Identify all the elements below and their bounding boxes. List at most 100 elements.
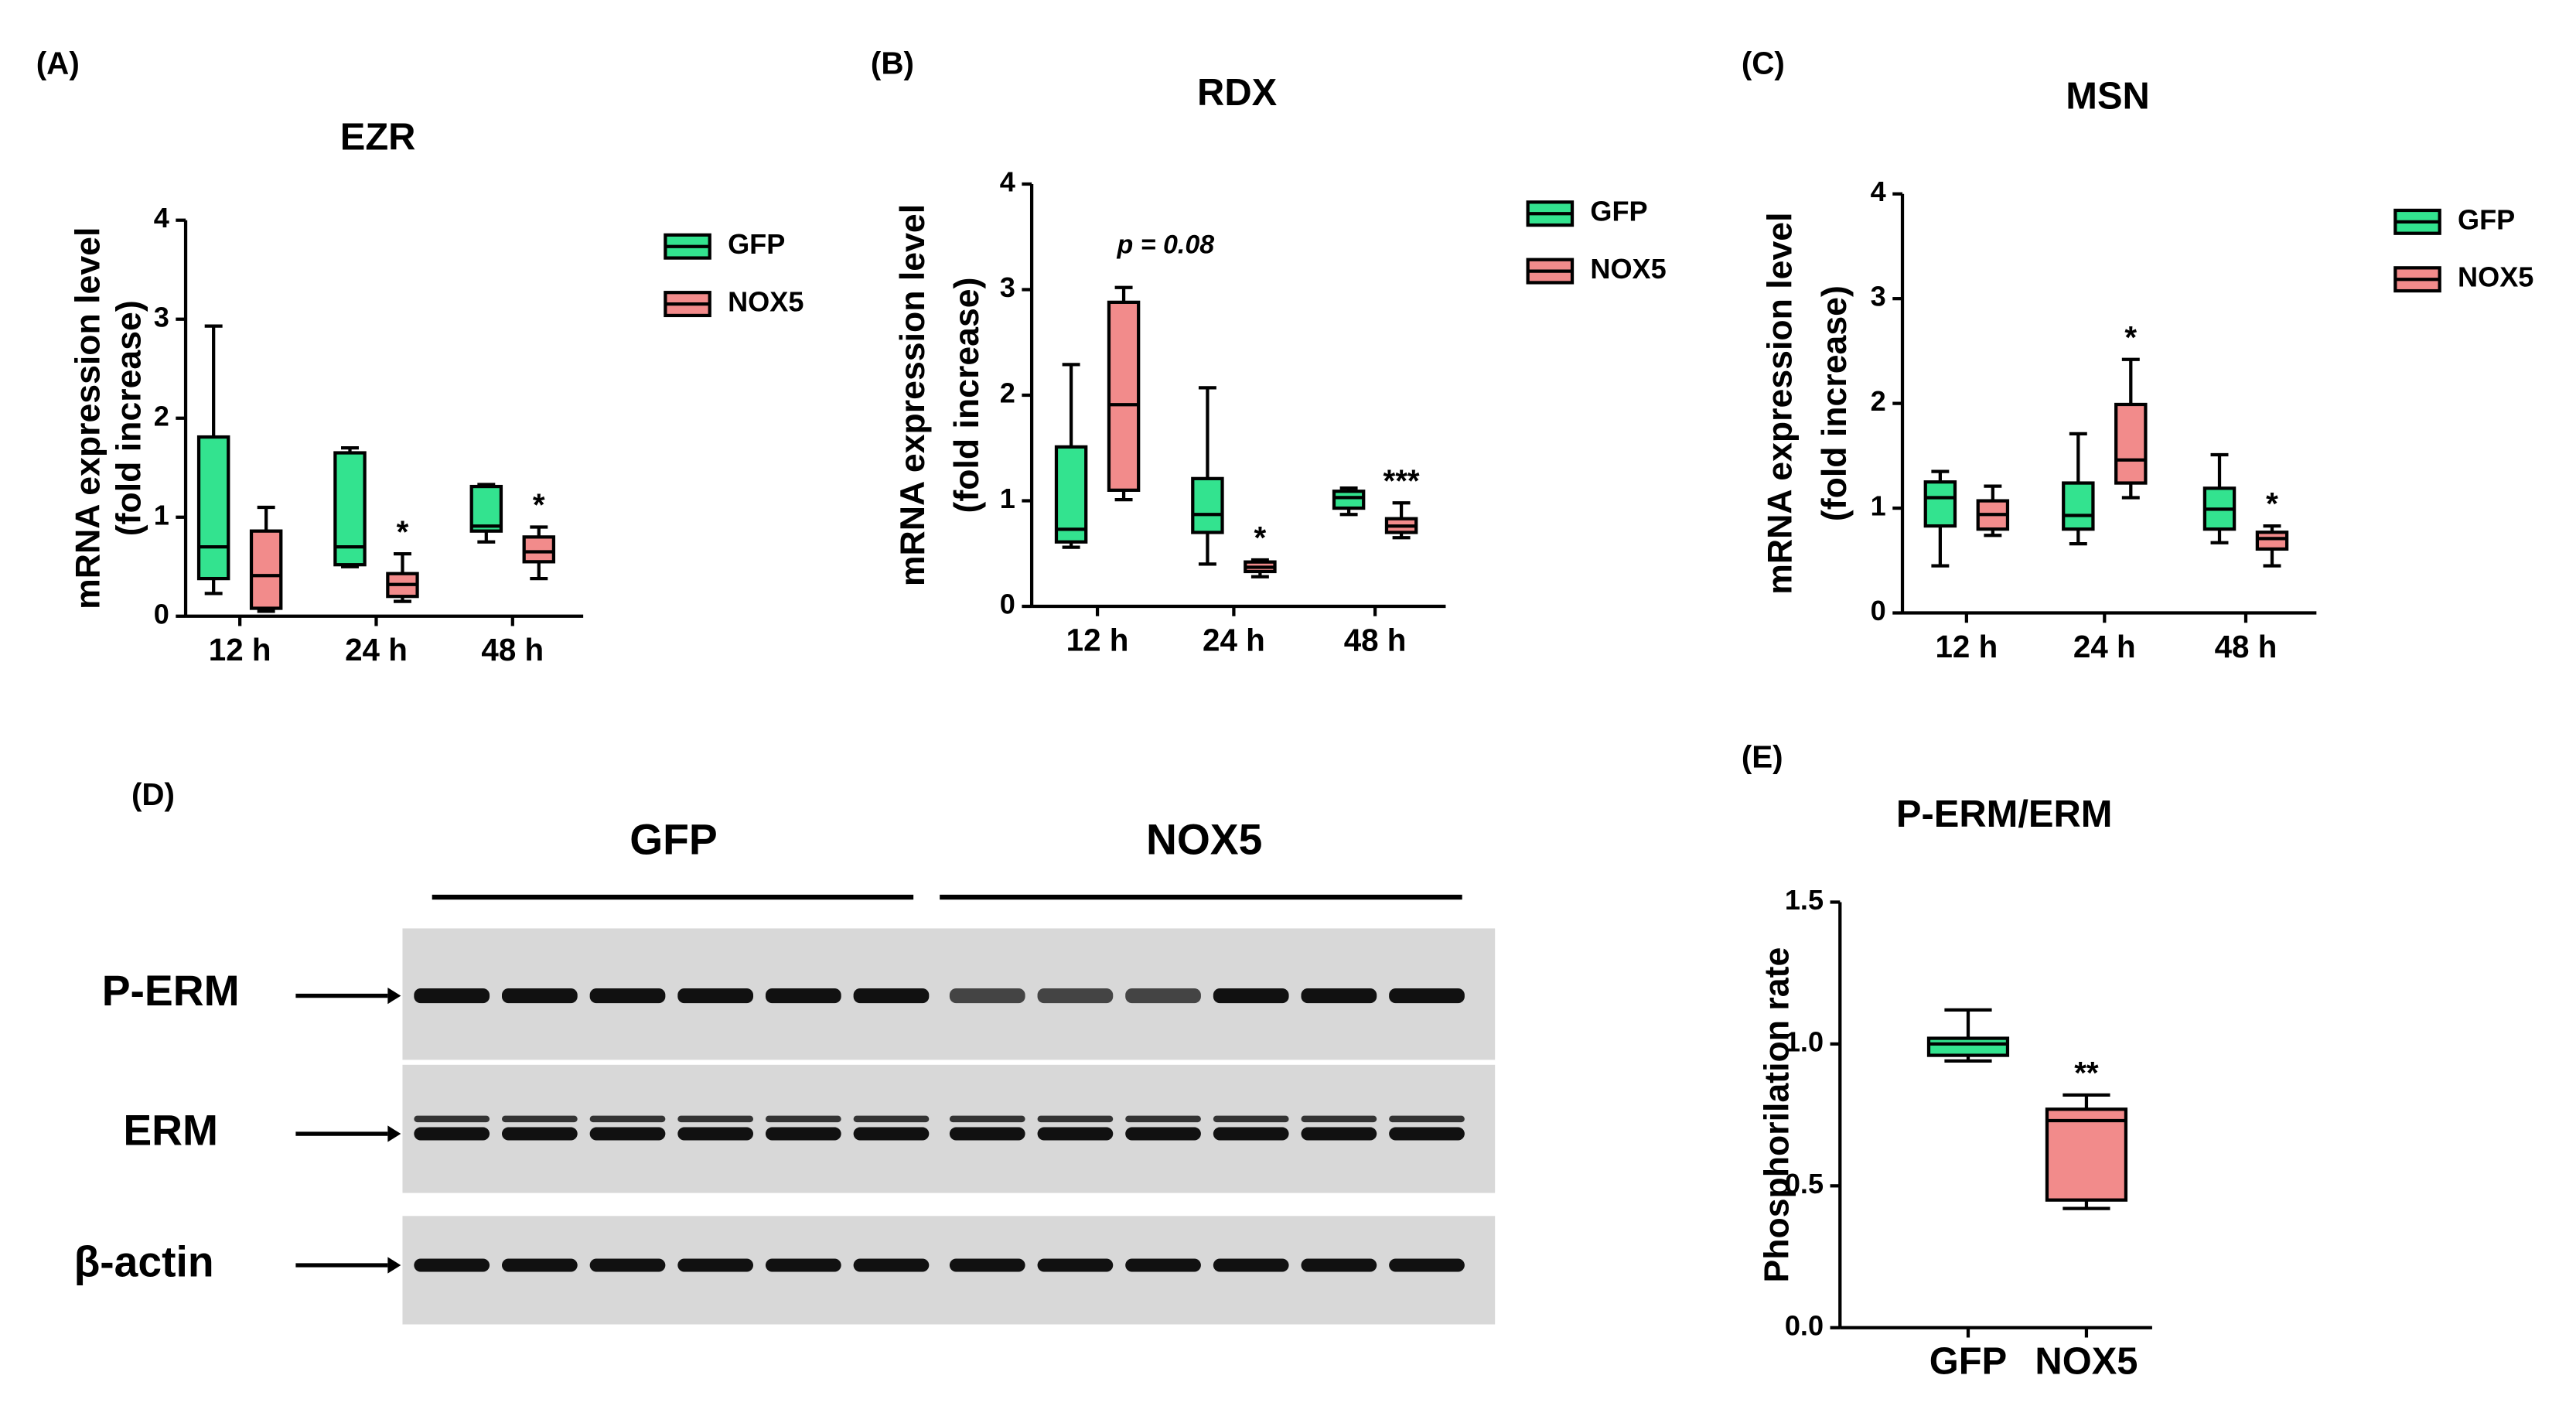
blot-band bbox=[501, 1258, 578, 1272]
x-tick-label: NOX5 bbox=[2035, 1340, 2138, 1382]
blot-band bbox=[1213, 1258, 1289, 1272]
significance: * bbox=[397, 514, 409, 549]
chart-title: EZR bbox=[340, 117, 416, 159]
x-tick-label: 24 h bbox=[2073, 629, 2136, 664]
x-tick-label: 12 h bbox=[1066, 622, 1129, 657]
blot-band bbox=[1037, 988, 1114, 1004]
box bbox=[196, 435, 230, 581]
lower-whisker bbox=[2121, 483, 2140, 500]
chart-title: P-ERM/ERM bbox=[1896, 793, 2113, 835]
y-tick-label: 2 bbox=[1871, 385, 1886, 417]
blot-band bbox=[1037, 1127, 1114, 1141]
panel-label: (A) bbox=[36, 46, 80, 81]
row-label: ERM bbox=[123, 1107, 218, 1155]
blot-band bbox=[853, 1115, 930, 1123]
lower-whisker bbox=[530, 561, 548, 581]
y-tick-label: 3 bbox=[1000, 271, 1015, 303]
group-label: NOX5 bbox=[1146, 816, 1262, 864]
lower-whisker bbox=[2263, 548, 2281, 568]
legend-label: NOX5 bbox=[2458, 261, 2533, 293]
x-tick-label: 24 h bbox=[1203, 622, 1265, 657]
box bbox=[1107, 300, 1141, 492]
significance: * bbox=[533, 487, 545, 523]
lower-whisker bbox=[2069, 529, 2087, 546]
blot-band bbox=[1301, 1127, 1377, 1141]
blot-band bbox=[1389, 1127, 1465, 1141]
blot-band bbox=[1125, 988, 1201, 1004]
legend-label: GFP bbox=[1590, 196, 1647, 227]
y-tick-label: 0.5 bbox=[1785, 1168, 1824, 1199]
blot-band bbox=[1389, 1258, 1465, 1272]
upper-whisker bbox=[2210, 452, 2229, 489]
blot-band bbox=[501, 1115, 578, 1123]
y-axis-label: (fold increase) bbox=[1816, 285, 1854, 521]
y-axis-label: mRNA expression level bbox=[1762, 212, 1800, 594]
y-tick-label: 1 bbox=[154, 499, 169, 531]
blot-band bbox=[949, 1258, 1025, 1272]
upper-whisker bbox=[204, 324, 223, 438]
blot-band bbox=[677, 1115, 754, 1123]
lower-whisker bbox=[477, 531, 496, 544]
blot-band bbox=[677, 1258, 754, 1272]
blot-band bbox=[1389, 1115, 1465, 1123]
significance: *** bbox=[1384, 462, 1420, 498]
box bbox=[1926, 1036, 2010, 1057]
upper-whisker bbox=[257, 505, 275, 531]
blot-band bbox=[765, 1127, 841, 1141]
upper-whisker bbox=[530, 525, 548, 537]
upper-whisker bbox=[2069, 432, 2087, 483]
upper-whisker bbox=[1931, 469, 1950, 483]
y-axis-label: (fold increase) bbox=[948, 278, 986, 514]
panel-label: (C) bbox=[1742, 46, 1785, 81]
box bbox=[2062, 481, 2095, 531]
box bbox=[1054, 445, 1088, 544]
legend-label: NOX5 bbox=[1590, 253, 1666, 285]
y-tick-label: 0 bbox=[1000, 589, 1015, 620]
blot-band bbox=[1125, 1127, 1201, 1141]
blot-band bbox=[949, 988, 1025, 1004]
blot-band bbox=[1125, 1258, 1201, 1272]
y-axis-label: Phosphorilation rate bbox=[1758, 947, 1796, 1283]
blot-band bbox=[949, 1127, 1025, 1141]
chart-title: RDX bbox=[1197, 72, 1278, 114]
blot-band bbox=[414, 1127, 490, 1141]
y-tick-label: 4 bbox=[1871, 176, 1886, 207]
box bbox=[1332, 490, 1366, 510]
significance: ** bbox=[2074, 1055, 2099, 1090]
box bbox=[2114, 402, 2148, 485]
lower-whisker bbox=[2210, 529, 2229, 544]
y-tick-label: 3 bbox=[1871, 281, 1886, 312]
blot-band bbox=[1037, 1115, 1114, 1123]
blot-band bbox=[765, 1258, 841, 1272]
blot-band bbox=[589, 988, 666, 1004]
blot-band bbox=[677, 1127, 754, 1141]
blot-band bbox=[589, 1115, 666, 1123]
legend-label: NOX5 bbox=[728, 286, 804, 318]
y-tick-label: 0.0 bbox=[1785, 1309, 1824, 1341]
y-tick-label: 2 bbox=[154, 400, 169, 432]
box bbox=[1923, 480, 1957, 528]
blot-band bbox=[1389, 988, 1465, 1004]
arrow-head bbox=[387, 1257, 401, 1274]
y-tick-label: 4 bbox=[154, 202, 169, 234]
row-label: P-ERM bbox=[102, 967, 240, 1015]
box bbox=[249, 529, 283, 610]
blot-band bbox=[414, 1258, 490, 1272]
y-axis-label: (fold increase) bbox=[111, 300, 148, 536]
x-tick-label: 12 h bbox=[209, 632, 271, 667]
upper-whisker bbox=[1198, 386, 1216, 479]
y-tick-label: 0 bbox=[1871, 595, 1886, 626]
x-tick-label: 48 h bbox=[2215, 629, 2277, 664]
upper-whisker bbox=[2063, 1093, 2110, 1110]
lower-whisker bbox=[1931, 526, 1950, 568]
upper-whisker bbox=[1062, 363, 1080, 447]
blot-band bbox=[765, 1115, 841, 1123]
row-label: β-actin bbox=[74, 1238, 214, 1286]
y-tick-label: 1.5 bbox=[1785, 884, 1824, 916]
chart: (B) RDX mRNA expression level (fold increas… bbox=[871, 46, 1667, 658]
box bbox=[1191, 476, 1224, 534]
x-tick-label: 48 h bbox=[481, 632, 544, 667]
y-tick-label: 1.0 bbox=[1785, 1025, 1824, 1057]
blot-band bbox=[589, 1127, 666, 1141]
blot-band bbox=[853, 988, 930, 1004]
